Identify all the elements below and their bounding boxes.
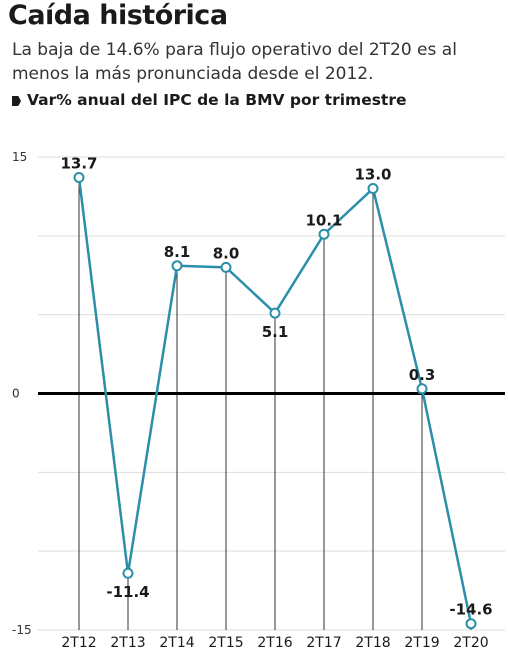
- x-tick-label: 2T14: [159, 635, 194, 651]
- data-point: [122, 567, 134, 579]
- arrow-marker-icon: [12, 96, 21, 106]
- data-label: 13.7: [60, 154, 97, 172]
- data-point: [318, 228, 330, 240]
- y-tick-label: -15: [12, 623, 32, 637]
- x-tick-label: 2T15: [208, 635, 243, 651]
- x-tick-label: 2T12: [61, 635, 96, 651]
- data-label: 13.0: [354, 166, 391, 184]
- chart-title: Caída histórica: [8, 0, 228, 31]
- data-point: [171, 260, 183, 272]
- data-label: -14.6: [449, 601, 492, 619]
- data-label: 8.0: [213, 244, 240, 262]
- data-label: -11.4: [106, 583, 149, 601]
- x-tick-label: 2T13: [110, 635, 145, 651]
- data-point: [269, 307, 281, 319]
- data-label: 10.1: [305, 211, 342, 229]
- data-point: [220, 261, 232, 273]
- x-tick-label: 2T16: [257, 635, 292, 651]
- y-tick-label: 0: [12, 387, 20, 401]
- x-tick-label: 2T17: [306, 635, 341, 651]
- x-tick-label: 2T18: [355, 635, 390, 651]
- series-label: Var% anual del IPC de la BMV por trimest…: [12, 91, 407, 109]
- data-point: [465, 618, 477, 630]
- data-label: 5.1: [262, 323, 289, 341]
- data-point: [73, 171, 85, 183]
- data-point: [367, 183, 379, 195]
- data-label: 8.1: [164, 243, 191, 261]
- series-label-text: Var% anual del IPC de la BMV por trimest…: [27, 91, 407, 109]
- x-tick-label: 2T20: [453, 635, 488, 651]
- y-tick-label: 15: [12, 150, 27, 164]
- data-label: 0.3: [409, 366, 436, 384]
- data-point: [416, 383, 428, 395]
- x-tick-label: 2T19: [404, 635, 439, 651]
- chart-subtitle: La baja de 14.6% para flujo operativo de…: [12, 40, 457, 84]
